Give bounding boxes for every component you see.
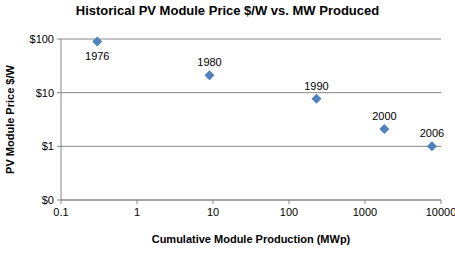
chart: Historical PV Module Price $/W vs. MW Pr… <box>0 0 455 261</box>
point <box>427 141 437 151</box>
point-label: 1980 <box>197 56 221 68</box>
x-tick <box>213 200 214 204</box>
point <box>92 36 102 46</box>
point <box>379 124 389 134</box>
y-tick <box>57 39 61 40</box>
x-tick-label: 1000 <box>353 206 377 218</box>
grid-line <box>61 200 441 201</box>
x-tick-label: 0.1 <box>53 206 68 218</box>
grid-line <box>61 146 441 147</box>
x-tick <box>289 200 290 204</box>
point <box>311 94 321 104</box>
point-label: 1990 <box>304 80 328 92</box>
x-tick <box>441 200 442 204</box>
y-tick-label: $10 <box>36 87 54 99</box>
y-tick-label: $100 <box>30 33 54 45</box>
point-label: 2000 <box>372 110 396 122</box>
chart-svg: Historical PV Module Price $/W vs. MW Pr… <box>0 0 455 261</box>
y-tick <box>57 146 61 147</box>
y-axis-title: PV Module Price $/W <box>4 64 16 173</box>
x-axis <box>61 200 441 201</box>
x-tick-label: 1 <box>134 206 140 218</box>
y-tick-label: $0 <box>42 194 54 206</box>
y-tick <box>57 92 61 93</box>
y-tick <box>57 200 61 201</box>
x-tick-label: 10000 <box>426 206 455 218</box>
x-tick <box>365 200 366 204</box>
point-label: 1976 <box>85 50 109 62</box>
x-tick <box>137 200 138 204</box>
background <box>0 0 455 261</box>
x-axis-title: Cumulative Module Production (MWp) <box>152 233 351 245</box>
grid-line <box>61 39 441 40</box>
x-tick-label: 10 <box>207 206 219 218</box>
y-axis <box>61 39 62 200</box>
grid-line <box>61 92 441 93</box>
point-label: 2006 <box>420 127 444 139</box>
title: Historical PV Module Price $/W vs. MW Pr… <box>76 3 379 18</box>
y-tick-label: $1 <box>42 140 54 152</box>
points <box>92 36 437 151</box>
x-tick-label: 100 <box>280 206 298 218</box>
point <box>205 70 215 80</box>
x-tick <box>61 200 62 204</box>
